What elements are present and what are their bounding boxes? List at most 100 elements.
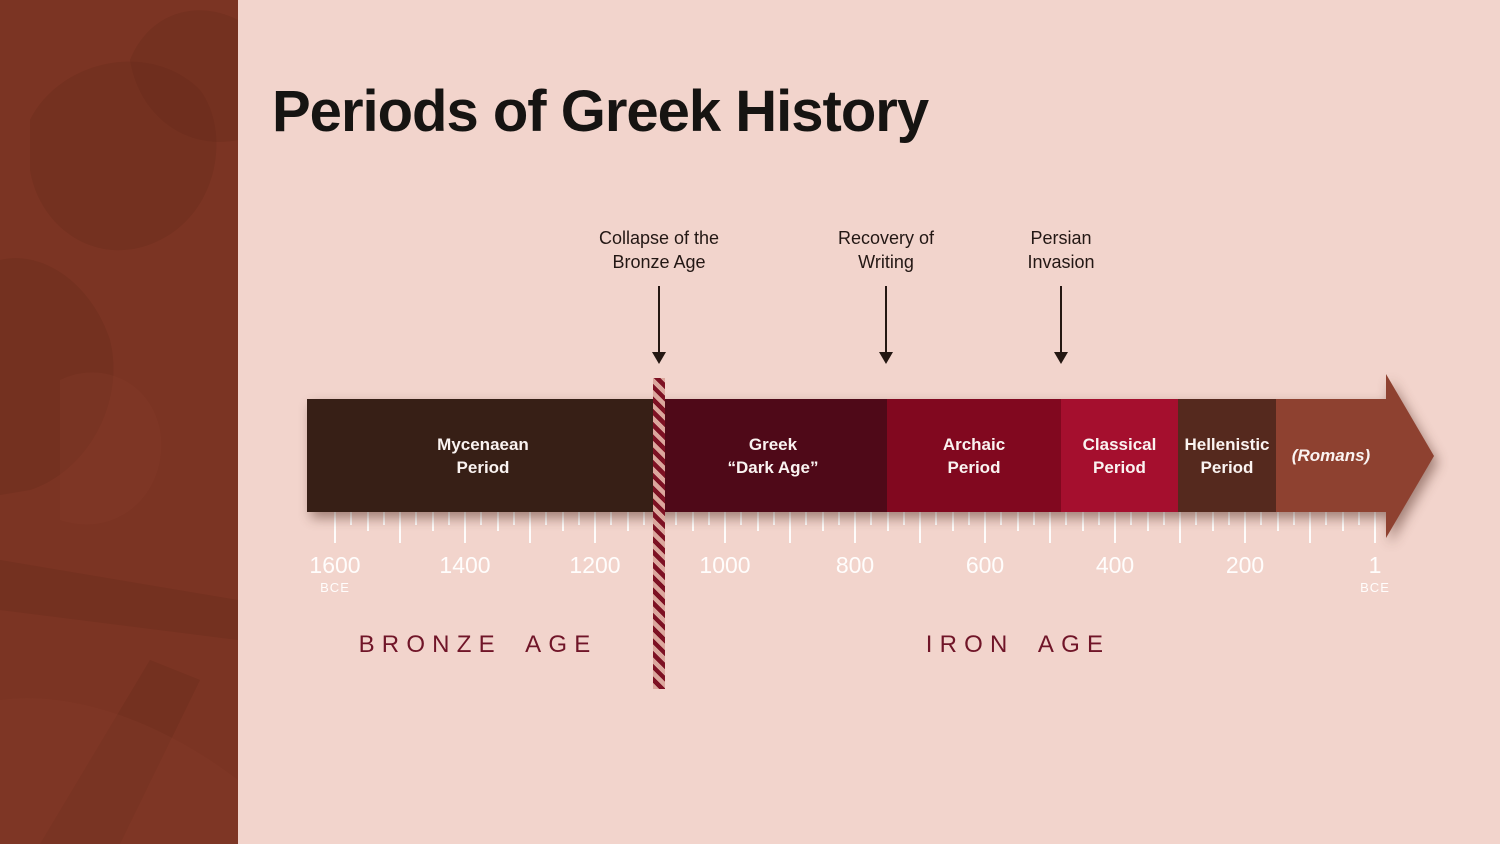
annotation-recovery-of-writing: Recovery of Writing	[776, 226, 996, 366]
axis-tick	[415, 512, 418, 525]
axis-tick	[1374, 512, 1376, 543]
axis-tick	[1357, 512, 1360, 525]
axis-tick	[431, 512, 434, 531]
segment-label-line: “Dark Age”	[727, 457, 819, 477]
segment-label: Classical Period	[1083, 433, 1157, 479]
axis-tick	[1130, 512, 1133, 525]
axis-tick	[1032, 512, 1035, 525]
annotation-line: Bronze Age	[612, 252, 706, 272]
axis-tick	[789, 512, 791, 543]
axis-tick	[1227, 512, 1230, 525]
segment-label-line: Period	[1200, 457, 1254, 477]
axis-tick	[626, 512, 629, 531]
page-title: Periods of Greek History	[272, 79, 929, 144]
annotation-line: Persian	[1030, 228, 1092, 248]
axis-tick	[919, 512, 921, 543]
axis-tick	[1211, 512, 1214, 531]
segment-label-line: Period	[456, 457, 510, 477]
segment-label: Hellenistic Period	[1184, 433, 1269, 479]
axis-tick	[464, 512, 466, 543]
down-arrow-icon	[549, 286, 769, 366]
segment-archaic-period: Archaic Period	[887, 399, 1061, 512]
axis-tick	[1065, 512, 1068, 525]
axis-tick	[821, 512, 824, 531]
arrow-head	[1054, 352, 1068, 364]
axis-tick	[951, 512, 954, 531]
axis-tick	[1292, 512, 1295, 525]
segment-label-line: Period	[1093, 457, 1146, 477]
segment-label-line: Hellenistic	[1184, 434, 1270, 454]
axis-tick	[561, 512, 564, 531]
iron-age-label: IRON AGE	[925, 631, 1111, 658]
segment-classical-period: Classical Period	[1061, 399, 1178, 512]
axis-tick	[512, 512, 515, 525]
axis-tick-label: 1400	[439, 552, 491, 578]
arrow-head	[652, 352, 666, 364]
axis-tick-label: 200	[1225, 552, 1265, 578]
segment-label: Mycenaean Period	[437, 433, 529, 479]
axis-tick	[529, 512, 531, 543]
axis-tick	[707, 512, 710, 525]
axis-tick	[1195, 512, 1198, 525]
axis-tick	[854, 512, 856, 543]
axis-tick	[1260, 512, 1263, 525]
axis-tick	[1276, 512, 1279, 531]
annotation-line: Writing	[858, 252, 914, 272]
axis-tick-label: 400	[1095, 552, 1135, 578]
segment-romans: (Romans)	[1276, 399, 1386, 512]
axis-tick-label: 1600 BCE	[309, 552, 361, 595]
axis-tick	[1016, 512, 1019, 531]
leaf-texture-graphic	[0, 10, 238, 844]
annotation-text: Persian Invasion	[951, 226, 1171, 274]
segment-label-line: (Romans)	[1291, 446, 1371, 465]
axis-tick	[805, 512, 808, 525]
axis-tick	[967, 512, 970, 525]
down-arrow-icon	[776, 286, 996, 366]
axis-tick	[837, 512, 840, 525]
axis-tick	[1000, 512, 1003, 525]
axis-tick	[1114, 512, 1116, 543]
annotation-line: Recovery of	[837, 228, 935, 248]
arrow-shaft	[885, 286, 887, 352]
segment-label: (Romans)	[1292, 444, 1370, 467]
axis-tick	[1081, 512, 1084, 531]
axis-tick	[577, 512, 580, 525]
segment-label-line: Mycenaean	[437, 434, 529, 454]
axis-tick	[366, 512, 369, 531]
sidebar-decoration	[0, 0, 238, 844]
axis-tick	[545, 512, 548, 525]
axis-tick	[1244, 512, 1246, 543]
segment-label: Archaic Period	[943, 433, 1005, 479]
timeline-arrowhead-icon	[1386, 373, 1434, 538]
axis-tick	[1146, 512, 1149, 531]
annotation-text: Collapse of the Bronze Age	[549, 226, 769, 274]
axis-tick	[1341, 512, 1344, 531]
annotation-persian-invasion: Persian Invasion	[951, 226, 1171, 366]
axis-tick	[935, 512, 938, 525]
axis-tick	[1162, 512, 1165, 525]
segment-label-line: Archaic	[942, 434, 1006, 454]
axis-tick	[675, 512, 678, 525]
axis-tick-label: 1200	[569, 552, 621, 578]
axis-tick	[447, 512, 450, 525]
segment-greek-dark-age: Greek “Dark Age”	[659, 399, 887, 512]
axis-tick	[496, 512, 499, 531]
bronze-collapse-divider	[653, 378, 665, 689]
axis-tick-label: 1000	[699, 552, 751, 578]
arrow-shaft	[1060, 286, 1062, 352]
axis-tick	[594, 512, 596, 543]
axis-tick	[691, 512, 694, 531]
axis-tick	[984, 512, 986, 543]
axis-tick	[1179, 512, 1181, 543]
axis-tick	[870, 512, 873, 525]
axis-tick	[382, 512, 385, 525]
axis-tick	[902, 512, 905, 525]
axis-tick	[756, 512, 759, 531]
segment-label-line: Period	[947, 457, 1001, 477]
bronze-age-label: BRONZE AGE	[358, 631, 598, 658]
axis-tick	[724, 512, 726, 543]
segment-label-line: Classical	[1082, 434, 1157, 454]
segment-hellenistic-period: Hellenistic Period	[1178, 399, 1276, 512]
arrow-shaft	[658, 286, 660, 352]
